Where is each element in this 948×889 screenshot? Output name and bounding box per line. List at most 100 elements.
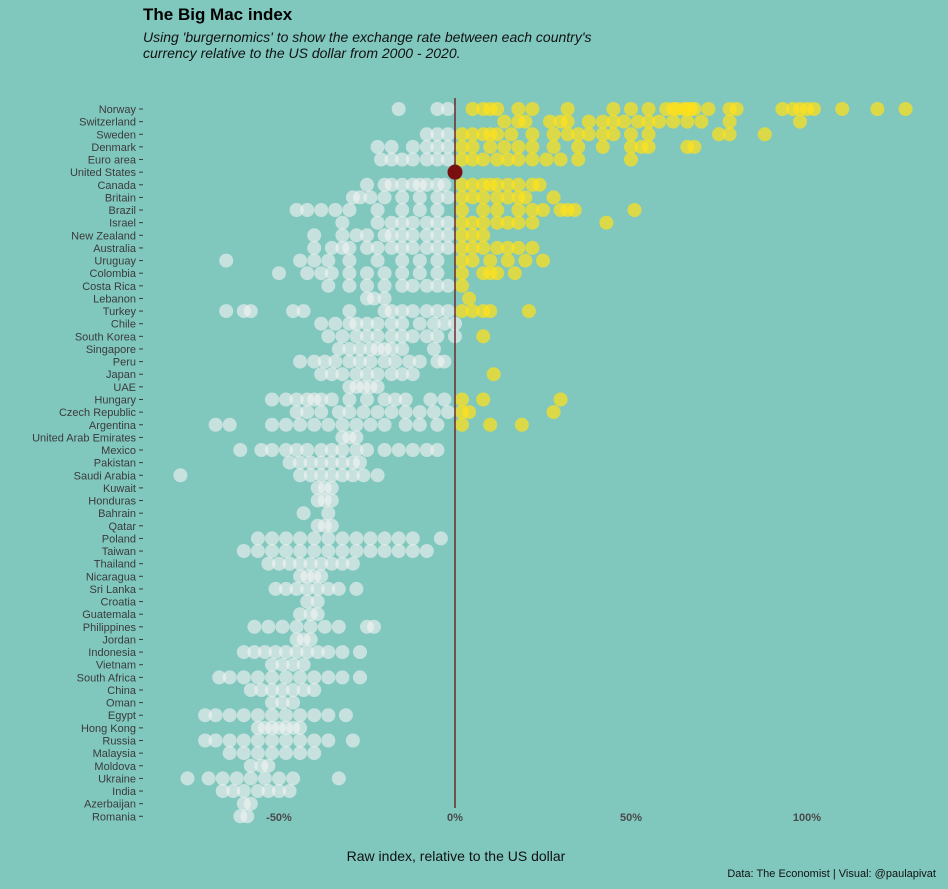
data-point-britain: [465, 190, 480, 205]
data-point-sri-lanka: [310, 581, 325, 596]
data-point-egypt: [208, 708, 223, 723]
y-tick-label-south-africa: South Africa: [77, 672, 137, 684]
data-point-pakistan: [324, 455, 339, 470]
data-point-oman: [286, 695, 301, 710]
data-point-mexico: [289, 443, 304, 457]
data-point-egypt: [250, 708, 265, 723]
data-point-south-africa: [353, 670, 367, 685]
data-point-hungary: [314, 392, 329, 407]
data-point-croatia: [300, 594, 315, 609]
data-point-israel: [500, 215, 515, 230]
data-point-thailand: [314, 556, 329, 571]
data-point-denmark: [419, 139, 434, 154]
data-point-denmark: [441, 139, 455, 154]
data-point-sweden: [419, 127, 434, 142]
data-point-australia: [441, 240, 455, 255]
data-point-india: [261, 784, 276, 798]
data-point-ukraine: [243, 771, 258, 786]
data-point-united-arab-emirates: [349, 430, 364, 445]
data-point-honduras: [324, 493, 339, 508]
data-point-australia: [430, 240, 445, 255]
data-point-czech-republic: [398, 405, 413, 420]
data-point-norway: [898, 102, 913, 116]
y-tick-label-guatemala: Guatemala: [82, 609, 137, 621]
data-point-pakistan: [282, 455, 297, 470]
data-point-sweden: [560, 127, 575, 142]
data-point-australia: [500, 240, 515, 255]
data-point-switzerland: [606, 114, 621, 129]
data-point-poland: [363, 531, 378, 546]
data-point-brazil: [395, 203, 410, 217]
data-point-switzerland: [595, 114, 610, 129]
data-point-denmark: [483, 139, 498, 154]
data-point-ukraine: [229, 771, 244, 786]
data-point-jordan: [303, 632, 318, 647]
data-point-switzerland: [617, 114, 631, 129]
data-point-brazil: [289, 203, 304, 217]
data-point-south-korea: [370, 329, 385, 344]
y-tick-label-qatar: Qatar: [108, 521, 136, 533]
data-point-brazil: [567, 203, 582, 217]
y-tick-label-oman: Oman: [106, 698, 136, 710]
data-point-euro-area: [490, 152, 505, 167]
data-point-brazil: [455, 203, 469, 217]
data-point-norway: [835, 102, 850, 116]
data-point-turkey: [384, 304, 399, 319]
data-point-britain: [353, 190, 367, 205]
data-point-colombia: [272, 266, 286, 281]
data-point-costa-rica: [430, 278, 445, 293]
data-point-peru: [437, 354, 452, 369]
data-point-sweden: [722, 127, 737, 142]
data-point-hungary: [423, 392, 438, 407]
data-point-lebanon: [462, 291, 477, 306]
y-tick-label-peru: Peru: [113, 357, 136, 369]
data-point-uruguay: [293, 253, 308, 268]
data-point-pakistan: [314, 455, 329, 470]
data-point-egypt: [236, 708, 251, 723]
y-tick-label-australia: Australia: [93, 243, 137, 255]
data-point-egypt: [338, 708, 353, 723]
data-point-mexico: [324, 443, 339, 457]
data-point-turkey: [219, 304, 234, 319]
y-tick-label-sweden: Sweden: [96, 129, 136, 141]
data-point-sweden: [441, 127, 455, 142]
data-point-canada: [511, 177, 526, 192]
y-tick-label-vietnam: Vietnam: [96, 660, 136, 672]
data-point-euro-area: [395, 152, 410, 167]
data-point-uruguay: [307, 253, 322, 268]
data-point-taiwan: [405, 544, 420, 558]
data-point-hungary: [455, 392, 469, 407]
data-point-uruguay: [536, 253, 550, 268]
y-tick-label-hungary: Hungary: [94, 394, 136, 406]
data-point-uruguay: [465, 253, 480, 268]
data-point-britain: [430, 190, 445, 205]
data-point-turkey: [455, 304, 469, 319]
data-point-taiwan: [293, 544, 308, 558]
data-point-australia: [490, 240, 505, 255]
data-point-chile: [384, 316, 399, 331]
y-tick-label-south-korea: South Korea: [75, 331, 137, 343]
data-point-pakistan: [335, 455, 350, 470]
y-tick-label-croatia: Croatia: [101, 597, 137, 609]
data-point-colombia: [490, 266, 505, 281]
data-point-norway: [490, 102, 505, 116]
data-point-japan: [360, 367, 374, 382]
data-point-chile: [437, 316, 452, 331]
data-point-denmark: [511, 139, 526, 154]
data-point-russia: [198, 733, 213, 748]
y-tick-label-canada: Canada: [97, 180, 136, 192]
data-point-poland: [293, 531, 308, 546]
data-point-egypt: [321, 708, 336, 723]
data-point-euro-area: [405, 152, 420, 167]
data-point-hungary: [476, 392, 491, 407]
data-point-thailand: [293, 556, 308, 571]
data-point-britain: [546, 190, 561, 205]
data-point-saudi-arabia: [303, 468, 318, 483]
y-tick-label-pakistan: Pakistan: [94, 458, 136, 470]
y-tick-label-thailand: Thailand: [94, 559, 136, 571]
data-point-south-korea: [360, 329, 374, 344]
data-point-hungary: [324, 392, 339, 407]
data-point-australia: [465, 240, 480, 255]
data-point-euro-area: [419, 152, 434, 167]
